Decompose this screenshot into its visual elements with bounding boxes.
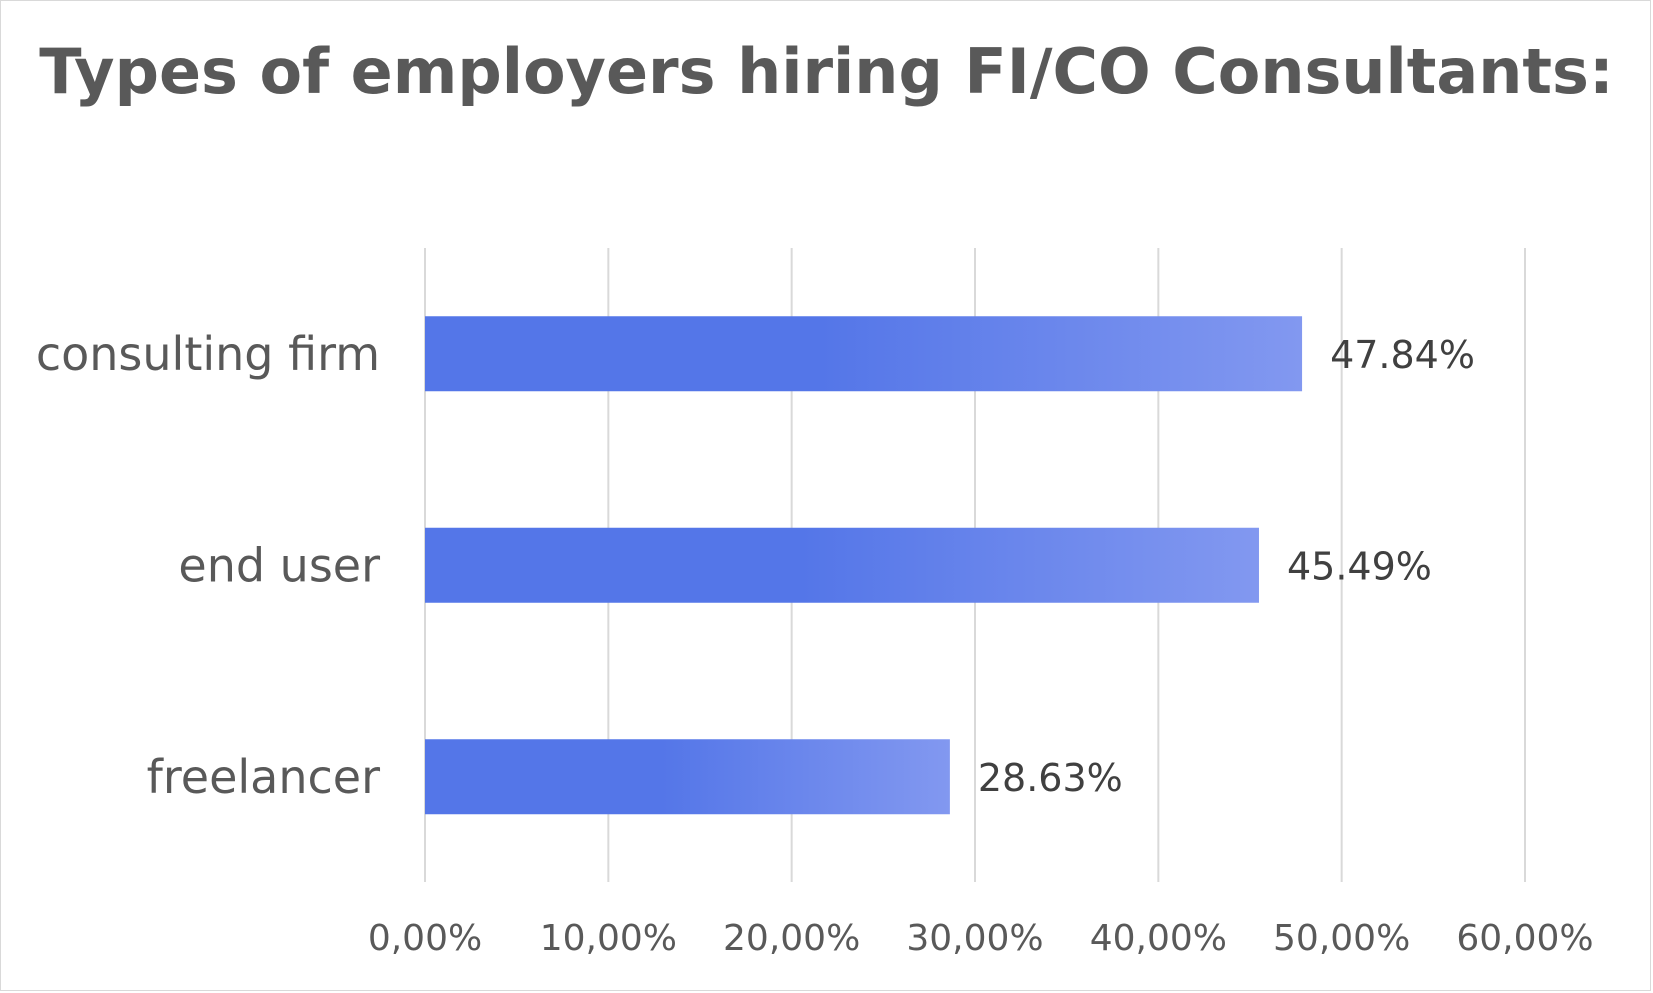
x-axis-ticks: 0,00% 10,00% 20,00% 30,00% 40,00% 50,00% 60,00…: [368, 918, 1594, 959]
x-tick-label: 10,00%: [540, 918, 677, 959]
bars: [425, 316, 1303, 815]
bar: [425, 739, 950, 815]
category-label: end user: [178, 538, 380, 592]
x-tick-label: 50,00%: [1273, 918, 1410, 959]
x-tick-label: 40,00%: [1090, 918, 1227, 959]
x-tick-label: 30,00%: [906, 918, 1043, 959]
data-label: 47.84%: [1330, 333, 1475, 377]
data-label: 45.49%: [1287, 544, 1432, 588]
bar: [425, 316, 1303, 392]
x-tick-label: 0,00%: [368, 918, 482, 959]
x-tick-label: 20,00%: [723, 918, 860, 959]
x-tick-label: 60,00%: [1456, 918, 1593, 959]
category-labels: consulting firm end user freelancer: [36, 327, 380, 804]
bar: [425, 527, 1259, 603]
data-labels: 47.84% 45.49% 28.63%: [978, 333, 1475, 800]
category-label: freelancer: [147, 750, 380, 804]
data-label: 28.63%: [978, 756, 1123, 800]
chart-title: Types of employers hiring FI/CO Consulta…: [39, 35, 1614, 108]
category-label: consulting firm: [36, 327, 380, 381]
